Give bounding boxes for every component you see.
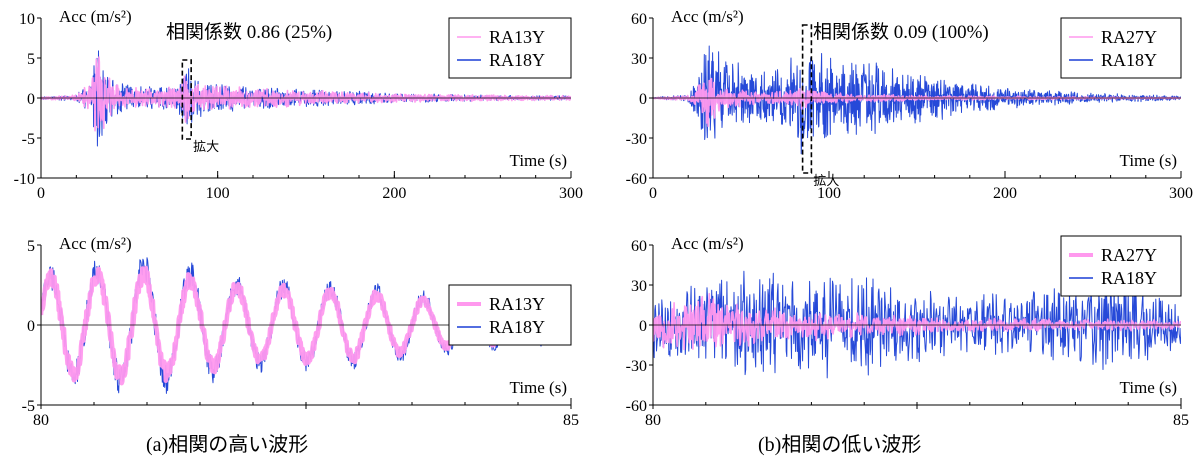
x-axis-label: Time (s) (1120, 378, 1177, 397)
legend-box (448, 284, 572, 346)
y-tick-label: 0 (27, 91, 35, 108)
x-tick-label: 80 (33, 412, 49, 429)
x-tick-label: 100 (206, 185, 230, 202)
legend-box (1060, 17, 1182, 79)
y-tick-label: 30 (631, 51, 647, 68)
x-tick-label: 85 (1173, 412, 1189, 429)
y-tick-label: 0 (27, 318, 35, 335)
correlation-annotation: 相関係数 0.86 (25%) (166, 21, 332, 43)
legend-entry: RA18Y (1101, 50, 1157, 70)
y-tick-label: -30 (626, 131, 647, 148)
y-tick-label: -30 (626, 358, 647, 375)
y-axis-label: Acc (m/s²) (671, 7, 744, 26)
legend-entry: RA27Y (1101, 27, 1157, 47)
x-tick-label: 80 (645, 412, 661, 429)
x-tick-label: 200 (382, 185, 406, 202)
y-tick-label: 0 (639, 91, 647, 108)
x-tick-label: 100 (817, 185, 841, 202)
y-tick-label: -5 (22, 398, 35, 415)
y-tick-label: 30 (631, 278, 647, 295)
legend-entry: RA18Y (489, 50, 545, 70)
series-line-ra27y (653, 292, 1181, 351)
x-axis-label: Time (s) (510, 378, 567, 397)
x-axis-label: Time (s) (510, 151, 567, 170)
x-tick-label: 300 (559, 185, 583, 202)
legend-entry: RA13Y (489, 294, 545, 314)
y-tick-label: -10 (14, 171, 35, 188)
y-tick-label: 5 (27, 51, 35, 68)
x-tick-label: 200 (993, 185, 1017, 202)
y-tick-label: 5 (27, 238, 35, 255)
x-tick-label: 0 (649, 185, 657, 202)
chart-a-bottom: -5 0 5 80 85 Acc (m/s²) Time (s) RA13Y RA18Y (22, 234, 579, 429)
x-tick-label: 300 (1169, 185, 1193, 202)
series-line-ra18y (653, 270, 1181, 379)
legend-entry: RA18Y (489, 317, 545, 337)
legend-entry: RA27Y (1101, 245, 1157, 265)
caption-b: (b)相関の低い波形 (758, 434, 922, 456)
chart-b-top: -60 -30 0 30 60 0 100 200 300 Acc (m/s²) Time (s) 相… (626, 7, 1193, 202)
legend-box (1060, 235, 1182, 297)
caption-a: (a)相関の高い波形 (146, 434, 309, 456)
y-tick-label: 60 (631, 238, 647, 255)
zoom-label: 拡大 (813, 173, 839, 188)
y-tick-label: 0 (639, 318, 647, 335)
chart-b-bottom: -60 -30 0 30 60 80 85 Acc (m/s²) Time (s) RA27Y RA… (626, 234, 1189, 429)
y-tick-label: 60 (631, 11, 647, 28)
legend-entry: RA18Y (1101, 268, 1157, 288)
zoom-label: 拡大 (193, 139, 219, 154)
zoom-box (801, 24, 813, 174)
x-tick-label: 0 (37, 185, 45, 202)
y-tick-label: -60 (626, 171, 647, 188)
x-tick-label: 85 (563, 412, 579, 429)
legend-box (448, 17, 572, 79)
y-axis-label: Acc (m/s²) (59, 7, 132, 26)
y-axis-label: Acc (m/s²) (59, 234, 132, 253)
zoom-box (181, 59, 192, 140)
y-axis-label: Acc (m/s²) (671, 234, 744, 253)
y-tick-label: -60 (626, 398, 647, 415)
y-tick-label: -5 (22, 131, 35, 148)
y-tick-label: 10 (19, 11, 35, 28)
x-axis-label: Time (s) (1120, 151, 1177, 170)
correlation-annotation: 相関係数 0.09 (100%) (813, 21, 989, 43)
legend-entry: RA13Y (489, 27, 545, 47)
series-line-ra18y (653, 45, 1181, 155)
